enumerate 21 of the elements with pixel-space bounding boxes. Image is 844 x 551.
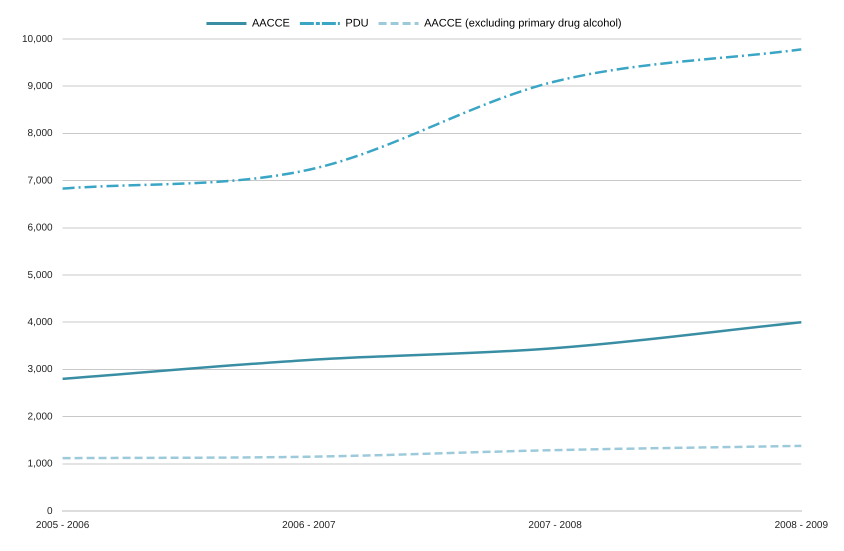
y-tick-label: 0 xyxy=(47,506,54,517)
y-tick-label: 4,000 xyxy=(28,316,54,328)
x-tick-label: 2008 - 2009 xyxy=(774,520,828,531)
y-tick-label: 6,000 xyxy=(28,222,54,234)
y-tick-label: 1,000 xyxy=(28,458,54,470)
legend-label: AACCE xyxy=(252,18,290,30)
y-tick-label: 9,000 xyxy=(28,80,54,92)
y-tick-label: 5,000 xyxy=(28,270,54,281)
y-tick-label: 2,000 xyxy=(28,411,54,422)
x-tick-label: 2007 - 2008 xyxy=(528,520,582,531)
line-series xyxy=(61,48,803,190)
x-tick-label: 2005 - 2006 xyxy=(36,520,90,531)
line-series xyxy=(61,320,803,380)
x-tick-label: 2006 - 2007 xyxy=(282,520,336,531)
y-tick-label: 8,000 xyxy=(28,128,54,140)
y-tick-label: 3,000 xyxy=(28,364,54,376)
legend-label: AACCE (excluding primary drug alcohol) xyxy=(424,18,622,30)
legend-label: PDU xyxy=(345,18,369,30)
line-series xyxy=(61,444,803,460)
y-tick-label: 7,000 xyxy=(28,175,54,186)
y-tick-label: 10,000 xyxy=(22,34,54,45)
